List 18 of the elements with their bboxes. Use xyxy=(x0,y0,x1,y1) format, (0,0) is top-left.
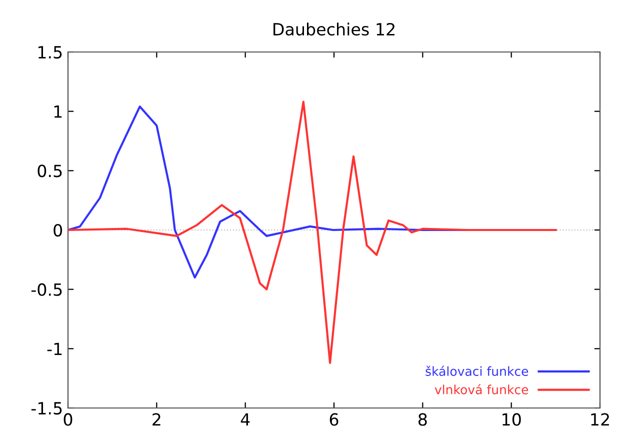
x-tick-label: 8 xyxy=(418,413,427,426)
x-tick-label: 10 xyxy=(502,413,521,426)
x-tick-label: 4 xyxy=(240,413,250,426)
y-tick-label: -1 xyxy=(47,342,62,355)
y-tick-label: 0 xyxy=(54,224,62,237)
y-tick-label: -1.5 xyxy=(31,402,62,415)
legend-label: škálovaci funkce xyxy=(426,366,528,376)
y-tick-label: -0.5 xyxy=(31,283,62,296)
x-tick-label: 2 xyxy=(152,413,160,426)
y-tick-label: 1.5 xyxy=(38,46,62,59)
x-tick-label: 0 xyxy=(64,413,72,426)
y-tick-label: 0.5 xyxy=(38,164,62,178)
legend-label: vlnková funkce xyxy=(434,384,528,394)
line-series xyxy=(68,100,557,364)
x-tick-label: 12 xyxy=(591,413,609,426)
chart-title: Daubechies 12 xyxy=(274,22,394,36)
y-tick-label: 1 xyxy=(54,106,62,118)
x-tick-label: 6 xyxy=(330,413,338,426)
